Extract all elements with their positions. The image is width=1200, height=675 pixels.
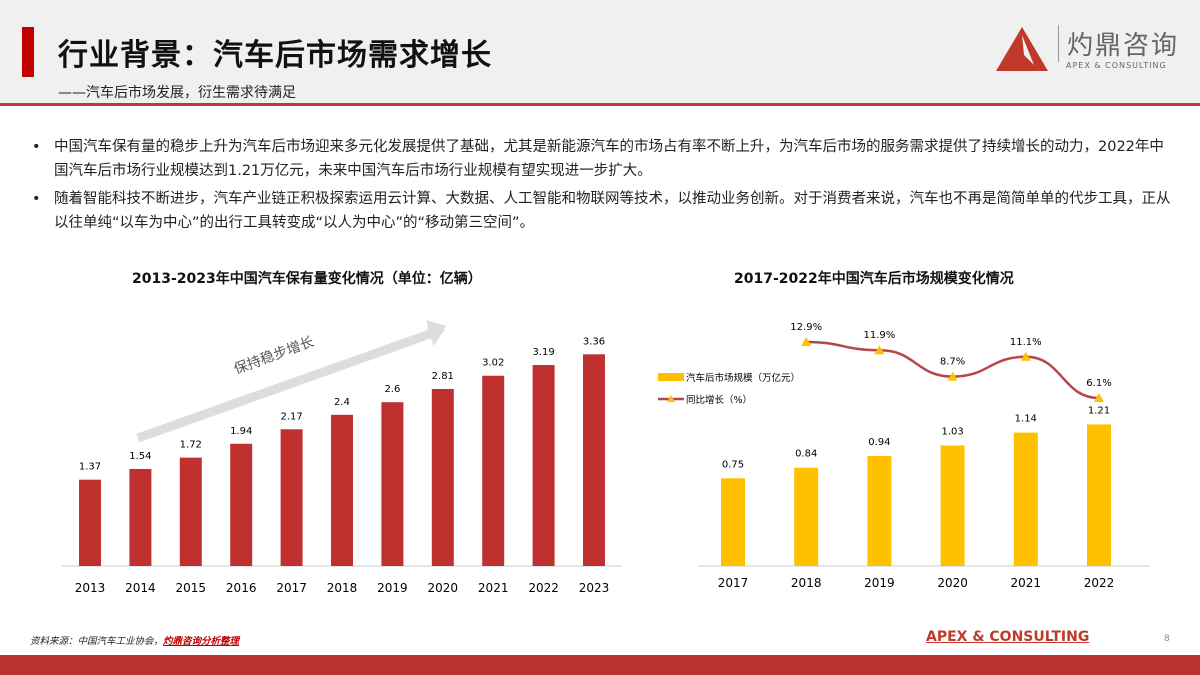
line-data-label: 6.1%	[1086, 378, 1111, 389]
x-tick-label: 2022	[1084, 576, 1115, 590]
data-label: 2.4	[334, 397, 350, 408]
title-accent-bar	[22, 27, 34, 77]
page-number: 8	[1164, 634, 1170, 644]
bar	[331, 414, 353, 566]
data-label: 1.14	[1015, 414, 1037, 425]
line-data-label: 11.9%	[864, 330, 896, 341]
brand-footer[interactable]: APEX & CONSULTING	[926, 629, 1090, 645]
page-subtitle: ——汽车后市场发展，衍生需求待满足	[58, 85, 296, 101]
x-tick-label: 2020	[937, 576, 968, 590]
bullet-list: 中国汽车保有量的稳步上升为汽车后市场迎来多元化发展提供了基础，尤其是新能源汽车的…	[32, 135, 1172, 239]
x-tick-label: 2017	[718, 576, 749, 590]
bar	[583, 354, 605, 566]
data-label: 3.36	[583, 336, 605, 347]
growth-line	[806, 340, 1100, 400]
bar	[794, 467, 819, 566]
data-label: 0.94	[868, 437, 890, 448]
line-marker	[801, 336, 812, 346]
data-label: 1.54	[129, 451, 151, 462]
x-tick-label: 2017	[276, 581, 307, 595]
source-link[interactable]: 灼鼎咨询分析整理	[163, 636, 240, 647]
line-marker	[1094, 393, 1104, 402]
bar	[431, 388, 454, 566]
header: 行业背景：汽车后市场需求增长 ——汽车后市场发展，衍生需求待满足 灼鼎咨询 AP…	[0, 0, 1200, 106]
bar	[940, 445, 965, 566]
x-tick-label: 2022	[528, 581, 559, 595]
bar	[1087, 424, 1111, 566]
bar	[129, 468, 152, 566]
data-label: 2.81	[432, 371, 454, 382]
bar	[179, 457, 202, 566]
x-tick-label: 2021	[1011, 576, 1042, 590]
bar	[230, 443, 253, 566]
x-tick-label: 2018	[791, 576, 822, 590]
bar	[532, 365, 555, 566]
bullet-item: 中国汽车保有量的稳步上升为汽车后市场迎来多元化发展提供了基础，尤其是新能源汽车的…	[32, 135, 1172, 183]
legend-label: 同比增长（%）	[686, 394, 752, 406]
data-label: 1.72	[180, 440, 202, 451]
data-label: 0.84	[795, 449, 817, 460]
logo-text: 灼鼎咨询	[1058, 25, 1179, 62]
bar	[381, 402, 404, 566]
legend-swatch-bar	[658, 373, 684, 381]
data-label: 3.02	[482, 358, 504, 369]
chart-title-right: 2017-2022年中国汽车后市场规模变化情况	[734, 271, 1014, 287]
x-tick-label: 2018	[327, 581, 358, 595]
logo: 灼鼎咨询 APEX & CONSULTING	[994, 25, 1184, 75]
data-label: 2.17	[280, 411, 302, 422]
line-data-label: 11.1%	[1010, 337, 1042, 348]
source-prefix: 资料来源：中国汽车工业协会，	[30, 636, 164, 647]
bar	[482, 375, 505, 566]
annotation: 保持稳步增长	[232, 334, 316, 378]
data-label: 3.19	[532, 347, 554, 358]
bar	[79, 479, 101, 566]
data-label: 1.21	[1088, 405, 1110, 416]
trend-arrow-shaft	[136, 329, 432, 443]
x-tick-label: 2013	[75, 581, 106, 595]
x-tick-label: 2016	[226, 581, 257, 595]
logo-triangle-icon	[996, 27, 1048, 71]
data-label: 0.75	[722, 459, 744, 470]
line-marker	[874, 345, 885, 355]
trend-arrow-head	[426, 320, 446, 346]
line-marker	[947, 371, 958, 381]
x-tick-label: 2023	[579, 581, 610, 595]
bar	[280, 429, 303, 566]
x-tick-label: 2015	[176, 581, 207, 595]
bar	[1013, 432, 1038, 566]
x-tick-label: 2019	[864, 576, 895, 590]
x-tick-label: 2014	[125, 581, 156, 595]
line-marker	[1020, 351, 1031, 361]
legend-marker	[667, 395, 675, 402]
source-note: 资料来源：中国汽车工业协会，灼鼎咨询分析整理	[30, 633, 239, 647]
data-label: 1.03	[941, 426, 963, 437]
x-tick-label: 2020	[428, 581, 459, 595]
data-label: 2.6	[384, 384, 400, 395]
aftermarket-chart: 0.75 2017 0.84 2018 0.94 2019 1.03 2020 1.14 2021…	[658, 322, 1150, 590]
footer-bar	[0, 655, 1200, 675]
logo-subtext: APEX & CONSULTING	[1066, 61, 1167, 70]
chart-title-left: 2013-2023年中国汽车保有量变化情况（单位：亿辆）	[132, 271, 482, 287]
bar	[721, 478, 745, 566]
page-title: 行业背景：汽车后市场需求增长	[58, 38, 492, 73]
x-tick-label: 2019	[377, 581, 408, 595]
car-ownership-chart: 1.37 2013 1.54 2014 1.72 2015 1.94 2016 2.17 2017…	[62, 320, 622, 595]
bar	[867, 456, 892, 566]
legend-label: 汽车后市场规模（万亿元）	[686, 372, 800, 384]
line-data-label: 8.7%	[940, 357, 965, 368]
data-label: 1.37	[79, 462, 101, 473]
line-data-label: 12.9%	[790, 322, 822, 333]
x-tick-label: 2021	[478, 581, 509, 595]
data-label: 1.94	[230, 426, 252, 437]
bullet-item: 随着智能科技不断进步，汽车产业链正积极探索运用云计算、大数据、人工智能和物联网等…	[32, 187, 1172, 235]
